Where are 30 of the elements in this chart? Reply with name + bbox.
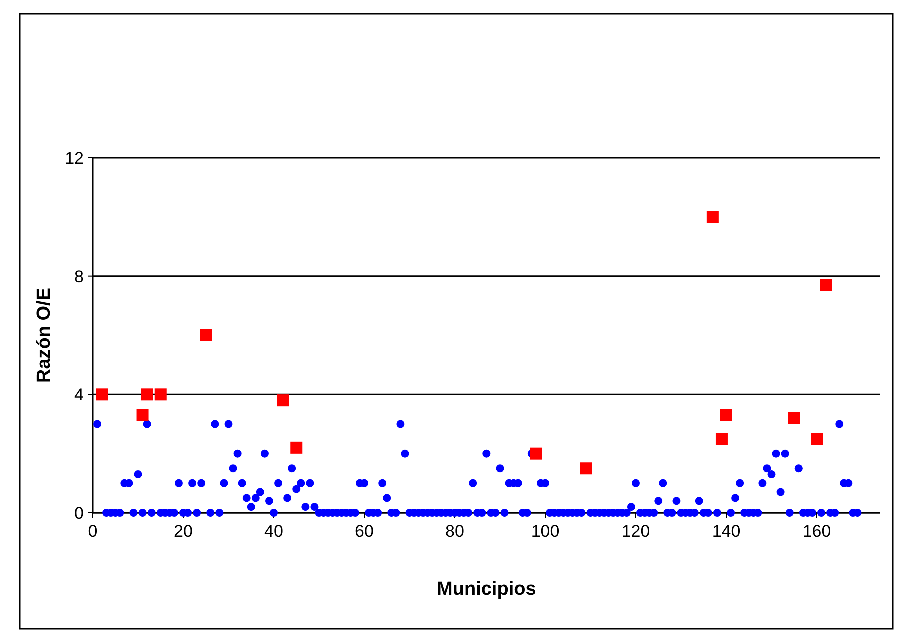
point [530,448,542,460]
y-tick-label: 4 [74,386,84,405]
point [290,442,303,454]
x-tick-label: 0 [88,522,98,541]
point [788,412,800,424]
point [811,433,823,446]
point [820,279,832,292]
point [96,388,108,401]
x-tick-label: 160 [802,522,832,541]
point [720,409,732,422]
x-tick-label: 100 [531,522,560,541]
point [580,462,592,475]
x-tick-label: 80 [446,522,464,541]
x-tick-label: 140 [712,522,741,541]
point [716,433,728,446]
x-tick-label: 120 [622,522,650,541]
x-axis-title: Municipios [437,579,536,600]
x-tick-label: 60 [355,522,374,541]
point [141,388,154,401]
point [154,388,167,401]
point [277,394,290,407]
x-tick-label: 40 [264,522,284,541]
y-tick-label: 0 [74,504,84,523]
y-tick-label: 12 [65,148,84,168]
x-tick-label: 20 [174,522,193,541]
point [706,211,719,224]
y-axis-title: Razón O/E [34,288,55,384]
point [200,330,212,342]
y-tick-label: 8 [74,267,84,286]
point [136,409,149,422]
